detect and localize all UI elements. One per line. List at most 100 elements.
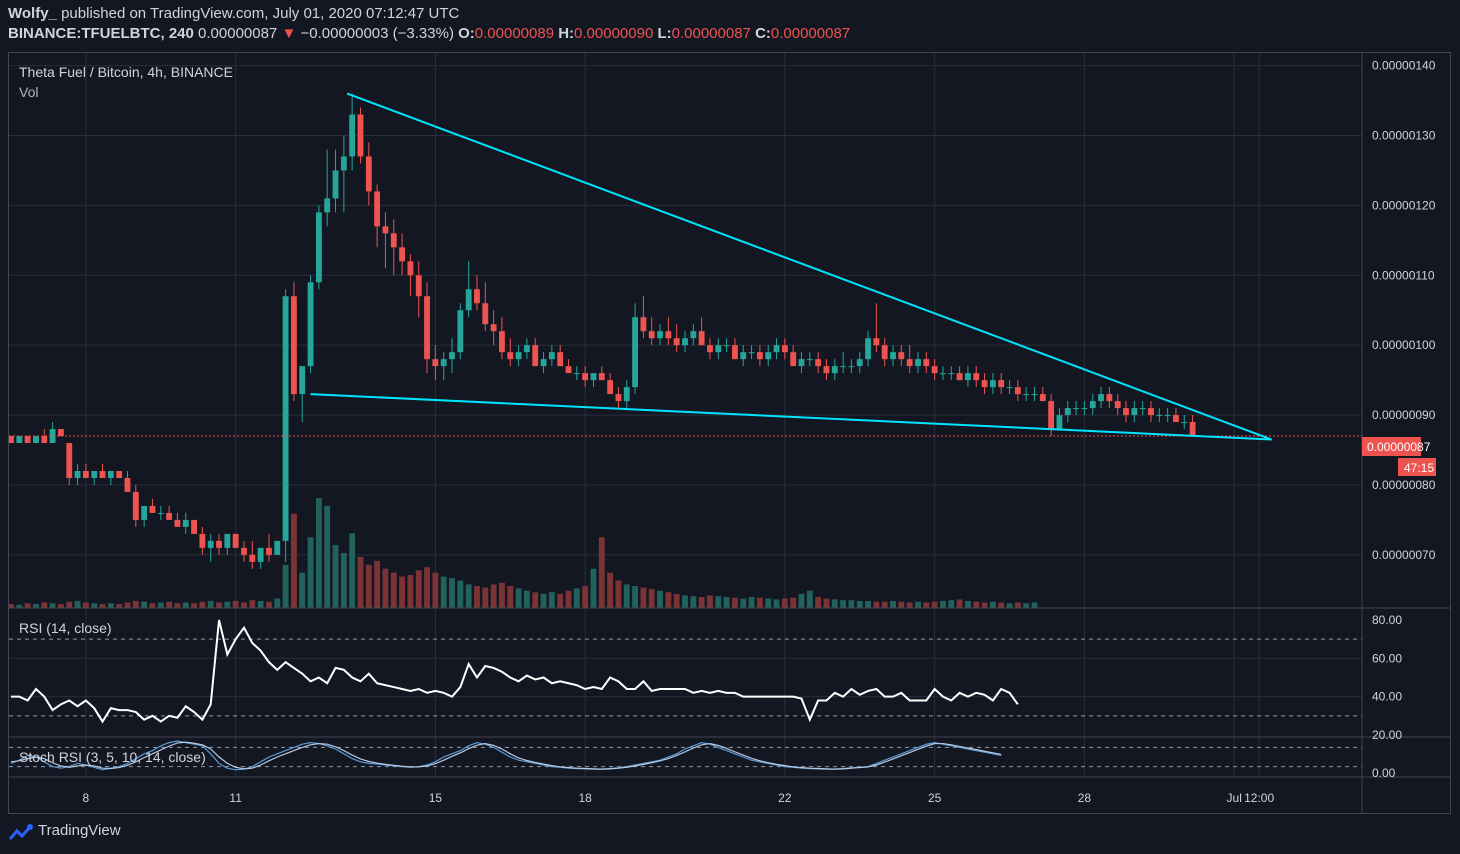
volume-bar (598, 537, 605, 608)
candle-body (690, 331, 697, 339)
candle-body (141, 505, 148, 520)
volume-bar (449, 578, 455, 608)
volume-bar (424, 567, 430, 608)
candle-body (748, 352, 755, 354)
volume-bar (573, 588, 580, 608)
candle-body (1123, 408, 1129, 416)
chart-header: Wolfy_ published on TradingView.com, Jul… (0, 0, 1460, 52)
volume-bar (648, 589, 655, 608)
volume-bar (781, 598, 788, 608)
candle-body (232, 533, 239, 548)
candle-body (1064, 408, 1071, 416)
volume-bar (249, 600, 256, 608)
candle-body (840, 366, 847, 368)
tradingview-logo-icon[interactable] (8, 823, 36, 845)
countdown-badge-bg (1398, 458, 1436, 476)
volume-bar (915, 601, 921, 608)
volume-bar (91, 603, 98, 608)
volume-bar (166, 601, 173, 608)
candle-body (923, 359, 930, 367)
candle-body (1106, 394, 1113, 402)
candle-body (632, 317, 638, 388)
price-tick-label: 0.00000100 (1372, 338, 1436, 352)
volume-bar (299, 572, 306, 608)
candle-body (282, 296, 289, 541)
candle-body (590, 373, 597, 381)
candle-body (1039, 394, 1046, 402)
rsi-tick-label: 20.00 (1372, 728, 1402, 742)
down-arrow-icon: ▼ (281, 25, 297, 42)
price-tick-label: 0.00000140 (1372, 59, 1436, 73)
candle-body (715, 345, 722, 353)
candle-body (58, 429, 64, 437)
rsi-tick-label: 80.00 (1372, 613, 1402, 627)
author-name[interactable]: Wolfy_ (8, 5, 57, 22)
volume-bar (241, 602, 247, 608)
candle-body (507, 352, 514, 360)
candle-body (324, 198, 331, 213)
volume-bar (732, 597, 738, 608)
volume-bar (523, 590, 530, 608)
volume-bar (623, 584, 630, 608)
candles (8, 93, 1362, 569)
trendlines[interactable] (310, 92, 1272, 441)
symbol-label[interactable]: BINANCE:TFUELBTC, 240 (8, 25, 194, 42)
price-tick-label: 0.00000110 (1372, 268, 1435, 282)
candle-body (41, 436, 48, 444)
countdown-badge: 47:15 (1404, 461, 1434, 475)
candle-body (49, 429, 56, 444)
candle-body (765, 352, 772, 360)
volume-bar (199, 601, 206, 608)
candle-body (615, 394, 622, 402)
candle-body (407, 261, 414, 276)
time-tick-label: 15 (429, 791, 443, 805)
volume-bar (723, 597, 730, 608)
volume-bar (582, 586, 589, 608)
stoch-tick-label: 0.00 (1372, 766, 1396, 780)
tradingview-brand[interactable]: TradingView (38, 822, 121, 839)
volume-bar (632, 586, 638, 608)
candle-body (1173, 415, 1179, 423)
candle-body (1014, 387, 1021, 395)
volume-bar (590, 568, 597, 608)
chart-container[interactable]: 0.00000070 0.00000080 0.00000090 0.00000100… (8, 52, 1451, 815)
volume-bar (415, 570, 422, 608)
candle-body (723, 345, 730, 347)
candle-body (440, 359, 447, 367)
chart-svg[interactable]: 0.00000070 0.00000080 0.00000090 0.00000100… (8, 53, 1450, 815)
time-tick-label: 11 (229, 791, 242, 805)
candle-body (1023, 394, 1030, 396)
volume-bar (640, 587, 647, 608)
vol-legend: Vol (19, 84, 38, 100)
rsi-tick-label: 40.00 (1372, 690, 1402, 704)
candle-body (432, 359, 439, 367)
volume-bar (707, 595, 713, 608)
volume-bar (291, 513, 297, 608)
volume-bar (474, 586, 480, 608)
candle-body (640, 317, 647, 332)
volume-bar (848, 600, 855, 608)
volume-bar (865, 600, 872, 608)
candle-body (191, 519, 197, 534)
candle-body (973, 373, 980, 381)
candle-body (166, 512, 173, 520)
volume-bar (1006, 603, 1013, 608)
volume-bar (224, 601, 231, 608)
candle-body (1048, 401, 1055, 430)
lower-trendline (310, 393, 1272, 441)
candle-body (815, 359, 822, 367)
volume-bar (33, 604, 39, 608)
volume-bar (349, 533, 356, 608)
candle-body (823, 366, 830, 374)
upper-trendline (346, 92, 1272, 441)
volume-bar (840, 600, 847, 608)
candle-body (8, 436, 14, 444)
volume-bar (756, 597, 763, 608)
candle-body (174, 519, 181, 527)
candle-body (124, 477, 131, 492)
candle-body (340, 156, 347, 171)
volume-bar (274, 598, 281, 608)
publish-info: published on TradingView.com, July 01, 2… (61, 5, 460, 22)
volume-bar (823, 598, 830, 608)
volume-bar (931, 601, 938, 608)
